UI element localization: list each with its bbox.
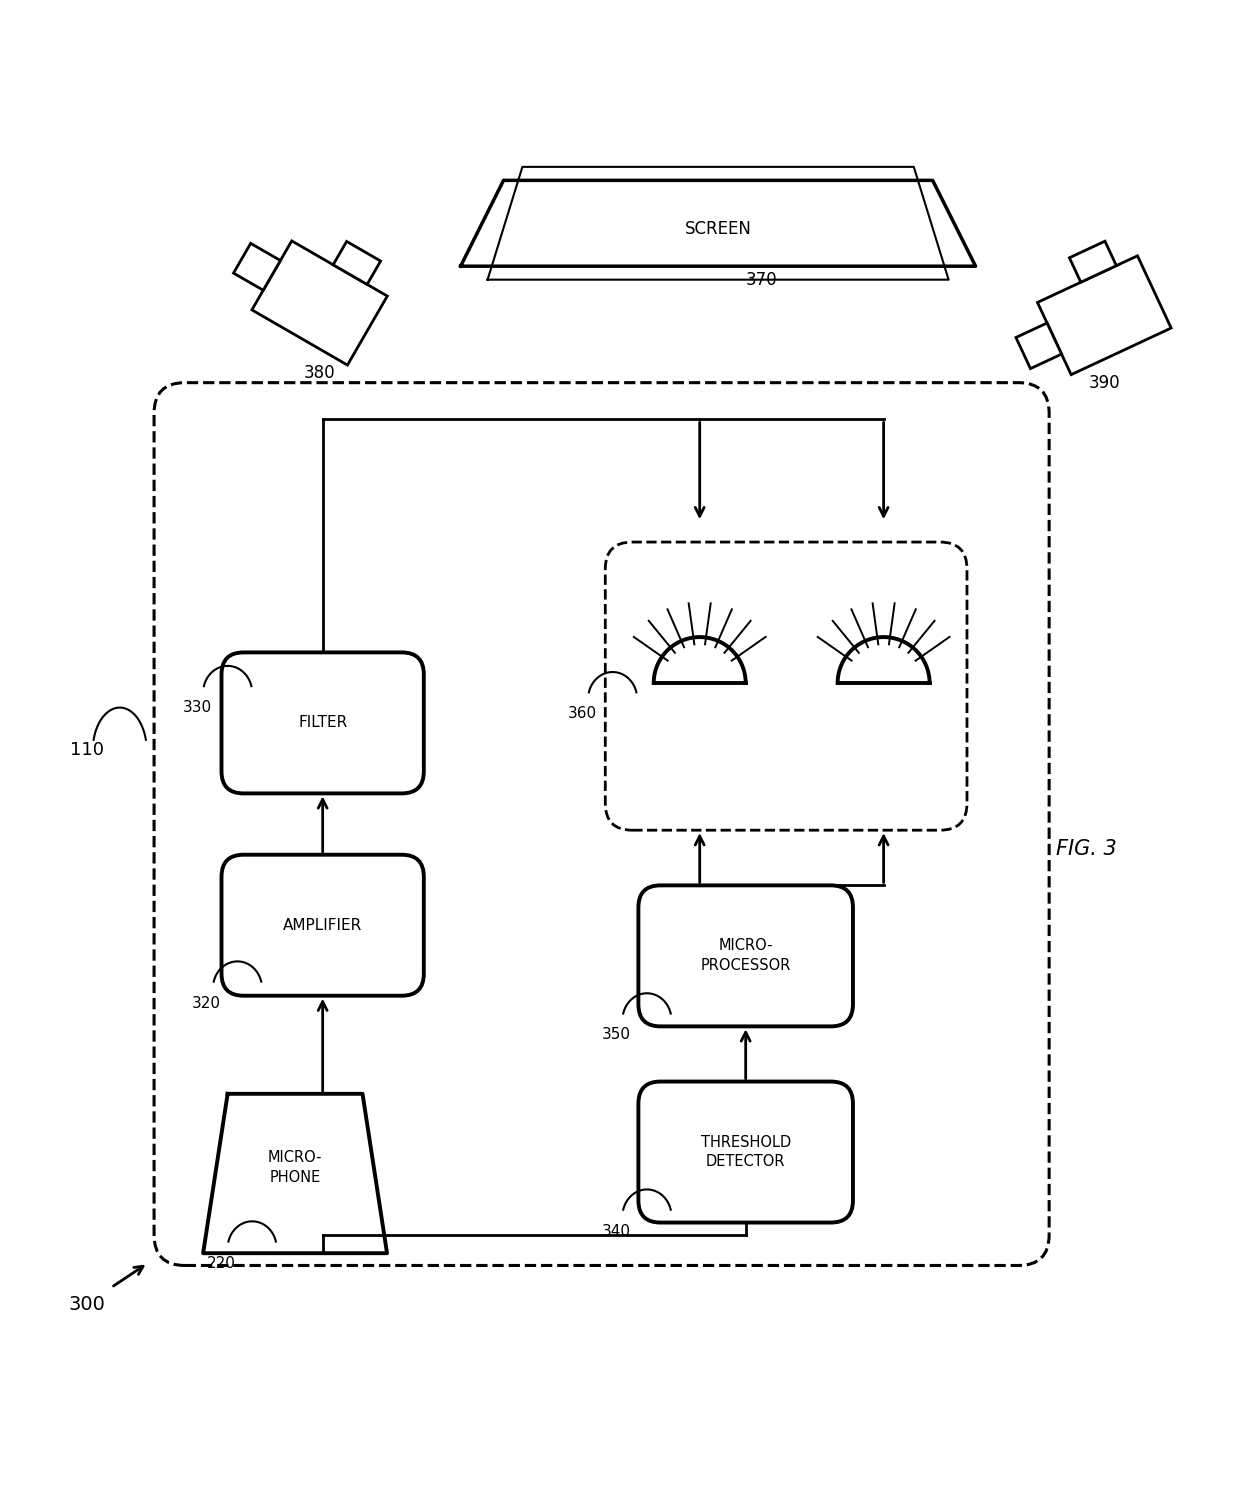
FancyBboxPatch shape [605, 542, 967, 830]
Text: 390: 390 [1089, 374, 1120, 392]
Polygon shape [460, 180, 976, 266]
Text: FIG. 3: FIG. 3 [1055, 839, 1116, 859]
Text: 220: 220 [207, 1255, 236, 1270]
Text: SCREEN: SCREEN [684, 221, 751, 239]
FancyBboxPatch shape [154, 383, 1049, 1265]
Bar [334, 242, 381, 284]
FancyBboxPatch shape [252, 240, 387, 365]
FancyBboxPatch shape [222, 653, 424, 794]
Text: 340: 340 [601, 1223, 631, 1238]
Text: THRESHOLD
DETECTOR: THRESHOLD DETECTOR [701, 1135, 791, 1169]
Text: MICRO-
PHONE: MICRO- PHONE [268, 1150, 322, 1184]
Text: 380: 380 [304, 363, 335, 381]
Text: AMPLIFIER: AMPLIFIER [283, 917, 362, 932]
FancyBboxPatch shape [639, 1082, 853, 1222]
Text: 320: 320 [192, 995, 221, 1010]
Text: 350: 350 [601, 1028, 631, 1043]
Bar [1069, 242, 1116, 282]
Text: 370: 370 [745, 270, 776, 288]
Polygon shape [203, 1094, 387, 1253]
FancyBboxPatch shape [639, 886, 853, 1027]
Polygon shape [838, 636, 930, 683]
Text: 330: 330 [182, 699, 212, 714]
FancyBboxPatch shape [1038, 255, 1171, 375]
Text: MICRO-
PROCESSOR: MICRO- PROCESSOR [701, 938, 791, 973]
Text: FILTER: FILTER [298, 716, 347, 731]
Bar [1016, 323, 1061, 369]
FancyBboxPatch shape [222, 854, 424, 995]
Text: 300: 300 [68, 1295, 105, 1315]
Bar [233, 243, 280, 290]
Text: 110: 110 [69, 741, 104, 760]
Polygon shape [653, 636, 745, 683]
Text: 360: 360 [568, 705, 596, 720]
